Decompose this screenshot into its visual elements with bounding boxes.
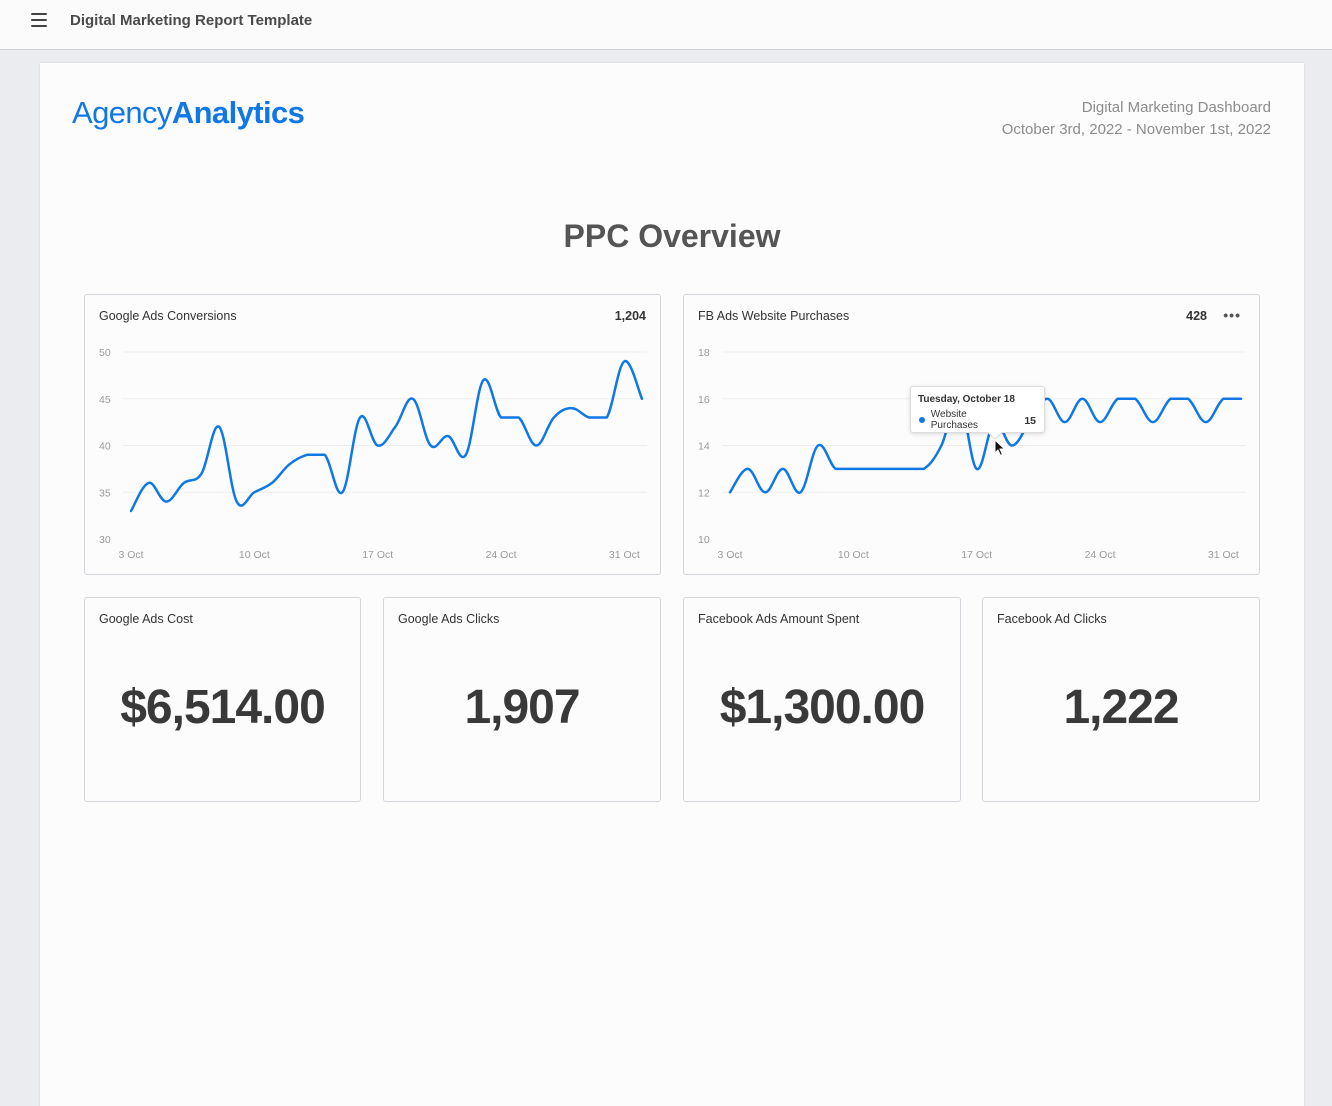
chart-card-google-ads-conversions: Google Ads Conversions 1,204 30 35 40 45 50 3… xyxy=(84,294,661,575)
y-axis-tick: 18 xyxy=(698,347,710,359)
mouse-cursor-icon xyxy=(994,439,1006,457)
x-axis-tick: 31 Oct xyxy=(1208,549,1239,561)
y-axis-tick: 14 xyxy=(698,441,710,453)
y-axis-tick: 10 xyxy=(698,534,710,546)
more-options-icon[interactable]: ••• xyxy=(1223,307,1241,323)
series-line[interactable] xyxy=(728,397,1243,494)
metric-card-facebook-ad-clicks: Facebook Ad Clicks 1,222 xyxy=(982,597,1260,802)
chart-total: 1,204 xyxy=(614,309,646,323)
y-axis-tick: 30 xyxy=(99,534,111,546)
logo-text-bold: Analytics xyxy=(171,95,305,130)
x-axis-tick: 17 Oct xyxy=(362,549,393,561)
line-chart[interactable]: 30 35 40 45 50 3 Oct 10 Oct 17 Oct 24 Oct 31 Oct xyxy=(85,295,662,576)
tooltip-date: Tuesday, October 18 xyxy=(918,394,1015,405)
agency-analytics-logo: AgencyAnalytics xyxy=(72,95,305,131)
x-axis-tick: 3 Oct xyxy=(118,549,143,561)
x-axis-tick: 3 Oct xyxy=(717,549,742,561)
tooltip-value: 15 xyxy=(1024,415,1036,427)
x-axis-tick: 17 Oct xyxy=(961,549,992,561)
metric-card-google-ads-clicks: Google Ads Clicks 1,907 xyxy=(383,597,661,802)
metric-value: 1,222 xyxy=(1063,681,1179,734)
logo-text-light: Agency xyxy=(72,95,172,130)
y-axis-tick: 50 xyxy=(99,347,111,359)
chart-card-fb-ads-website-purchases: FB Ads Website Purchases 428 ••• 10 12 14 1… xyxy=(683,294,1260,575)
chart-title: Google Ads Conversions xyxy=(99,309,237,323)
metric-card-facebook-ads-amount-spent: Facebook Ads Amount Spent $1,300.00 xyxy=(683,597,961,802)
report-name: Digital Marketing Dashboard xyxy=(1081,99,1271,116)
x-axis-tick: 10 Oct xyxy=(838,549,869,561)
metric-value: 1,907 xyxy=(464,681,580,734)
x-axis-tick: 24 Oct xyxy=(1085,549,1116,561)
date-range: October 3rd, 2022 - November 1st, 2022 xyxy=(1001,121,1271,138)
metric-title: Facebook Ads Amount Spent xyxy=(698,612,860,626)
y-axis-tick: 16 xyxy=(698,394,710,406)
metric-title: Google Ads Cost xyxy=(99,612,193,626)
y-axis-tick: 12 xyxy=(698,487,710,499)
chart-total: 428 xyxy=(1186,309,1207,323)
y-axis-tick: 40 xyxy=(99,441,111,453)
top-bar: Digital Marketing Report Template xyxy=(0,0,1332,50)
metric-card-google-ads-cost: Google Ads Cost $6,514.00 xyxy=(84,597,361,802)
section-title: PPC Overview xyxy=(563,218,781,254)
y-axis-tick: 35 xyxy=(99,487,111,499)
chart-tooltip: Tuesday, October 18 Website Purchases 15 xyxy=(910,386,1045,441)
metric-title: Facebook Ad Clicks xyxy=(997,612,1107,626)
series-dot-icon xyxy=(919,417,925,423)
metric-value: $1,300.00 xyxy=(719,681,926,734)
x-axis-tick: 24 Oct xyxy=(486,549,517,561)
report-page: AgencyAnalytics Digital Marketing Dashbo… xyxy=(40,63,1304,1106)
hamburger-menu-icon[interactable] xyxy=(31,13,47,27)
tooltip-series-name: Website Purchases xyxy=(930,409,979,431)
y-axis-tick: 45 xyxy=(99,394,111,406)
metric-title: Google Ads Clicks xyxy=(398,612,500,626)
report-template-title: Digital Marketing Report Template xyxy=(70,12,313,29)
line-chart[interactable]: 10 12 14 16 18 3 Oct 10 Oct 17 Oct 24 Oct 31 Oct xyxy=(684,295,1261,576)
x-axis-tick: 10 Oct xyxy=(239,549,270,561)
x-axis-tick: 31 Oct xyxy=(609,549,640,561)
report-meta: Digital Marketing Dashboard October 3rd,… xyxy=(1002,97,1271,141)
metric-value: $6,514.00 xyxy=(120,681,326,734)
series-line[interactable] xyxy=(129,360,644,513)
chart-title: FB Ads Website Purchases xyxy=(698,309,850,323)
